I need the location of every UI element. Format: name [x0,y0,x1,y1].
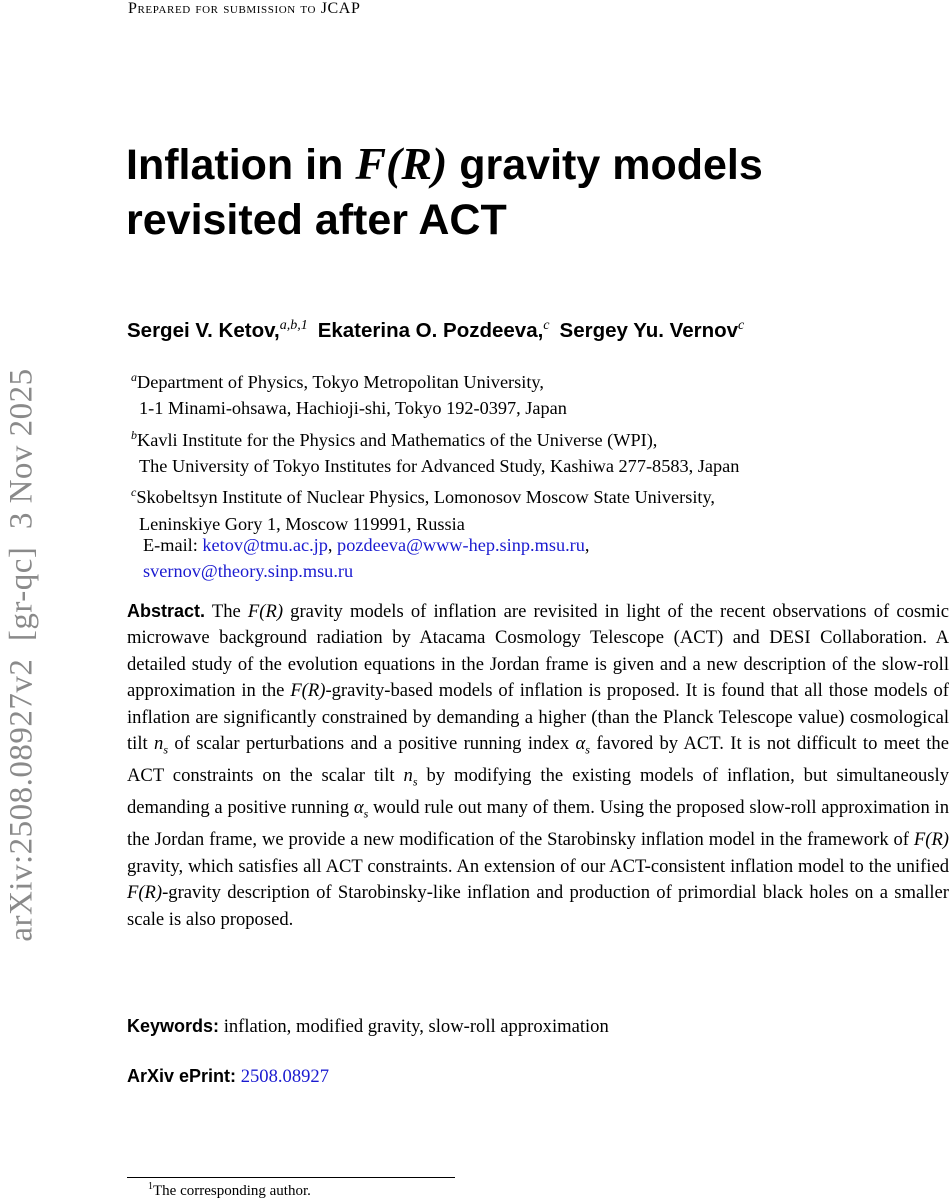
math: F(R) [290,680,325,701]
text-run: -gravity description of Starobinsky-like… [127,882,949,930]
math: ns [403,765,418,789]
math-symbol: F(R) [290,680,326,702]
footnote: 1The corresponding author. [148,1181,311,1200]
math: F(R) [127,882,162,903]
keywords-label: Keywords: [127,1016,220,1036]
author-name: Sergei V. Ketov, [127,318,280,342]
eprint: ArXiv ePrint: 2508.08927 [127,1066,329,1088]
affiliation-line: bKavli Institute for the Physics and Mat… [131,422,739,453]
math-subscript: s [163,742,169,757]
math-symbol: F(R) [913,829,949,851]
affiliation-label: a [131,370,137,384]
email-label: E-mail: [143,535,198,555]
affiliation-text: Leninskiye Gory 1, Moscow 119991, Russia [139,513,465,534]
text-run: The [211,601,248,622]
eprint-link[interactable]: 2508.08927 [240,1066,330,1087]
math: F(R) [355,138,447,189]
author-name: Ekaterina O. Pozdeeva, [317,318,544,342]
header: Prepared for submission to JCAP [128,0,361,17]
math: αs [353,797,369,821]
author-sup: c [738,318,745,333]
affiliation-line: Leninskiye Gory 1, Moscow 119991, Russia [131,511,739,537]
text-run: -gravity-based models of inflation is pr… [127,680,949,755]
math-symbol: α [353,797,364,819]
footnote-text: The corresponding author. [153,1183,311,1199]
text-run: gravity models of inflation are revisite… [127,601,949,702]
math: F(R) [914,829,949,850]
affiliation-label: b [131,427,137,442]
affiliation-line: aDepartment of Physics, Tokyo Metropolit… [131,364,739,395]
text-run: gravity, which satisfies all ACT constra… [127,855,949,877]
math-subscript: s [585,742,590,757]
text-run: would rule out many of them. Using the p… [127,797,950,851]
text-run: of scalar perturbations and a positive r… [168,733,576,755]
math-symbol: F(R) [355,138,448,189]
math-symbol: n [154,733,164,755]
affiliation-text: 1-1 Minami-ohsawa, Hachioji-shi, Tokyo 1… [139,398,567,419]
affiliation-line: The University of Tokyo Institutes for A… [131,453,739,479]
affiliations: aDepartment of Physics, Tokyo Metropolit… [131,364,739,537]
affiliation-text: The University of Tokyo Institutes for A… [139,456,740,477]
math: αs [575,733,590,757]
email-separator: , [584,535,590,555]
email: E-mail: ketov@tmu.ac.jp, pozdeeva@www-he… [143,532,703,584]
affiliation-text: Department of Physics, Tokyo Metropolita… [137,372,544,393]
math: ns [154,733,169,757]
text-run: by modifying the existing models of infl… [127,765,949,819]
title: Inflation in F(R) gravity models revisit… [126,136,846,248]
footnote-rule [127,1177,455,1178]
math-symbol: F(R) [247,601,284,622]
math-symbol: α [575,733,586,755]
affiliation-line: 1-1 Minami-ohsawa, Hachioji-shi, Tokyo 1… [131,395,739,421]
affiliation-text: Kavli Institute for the Physics and Math… [137,429,658,450]
footnote-mark: 1 [148,1181,153,1192]
math-symbol: F(R) [127,882,163,904]
text-run: favored by ACT. It is not difficult to m… [127,733,949,787]
affiliation-label: c [131,485,137,500]
author-sup: c [543,318,550,333]
arxiv-stamp: arXiv:2508.08927v2 [gr-qc] 3 Nov 2025 [3,368,40,942]
email-link[interactable]: pozdeeva@www-hep.sinp.msu.ru [337,535,585,555]
text-run: gravity models revisited after ACT [126,141,763,244]
email-link[interactable]: svernov@theory.sinp.msu.ru [143,561,354,581]
eprint-label: ArXiv ePrint: [127,1066,237,1086]
math: F(R) [248,601,283,622]
affiliation-text: Skobeltsyn Institute of Nuclear Physics,… [136,487,716,508]
author-sup: a,b,1 [279,318,308,333]
math-subscript: s [363,807,369,821]
affiliation-line: cSkobeltsyn Institute of Nuclear Physics… [131,479,739,510]
math-subscript: s [412,774,418,789]
authors: Sergei V. Ketov,a,b,1 Ekaterina O. Pozdee… [127,318,754,343]
author-name: Sergey Yu. Vernov [559,318,739,342]
keywords-text: inflation, modified gravity, slow-roll a… [223,1016,609,1037]
text-run: Inflation in [126,141,356,189]
email-link[interactable]: ketov@tmu.ac.jp [202,535,328,555]
abstract-label: Abstract. [127,601,206,621]
keywords: Keywords: inflation, modified gravity, s… [127,1016,609,1038]
math-symbol: n [403,765,413,787]
abstract: Abstract. The F(R) gravity models of inf… [127,598,949,933]
email-separator: , [327,535,333,555]
